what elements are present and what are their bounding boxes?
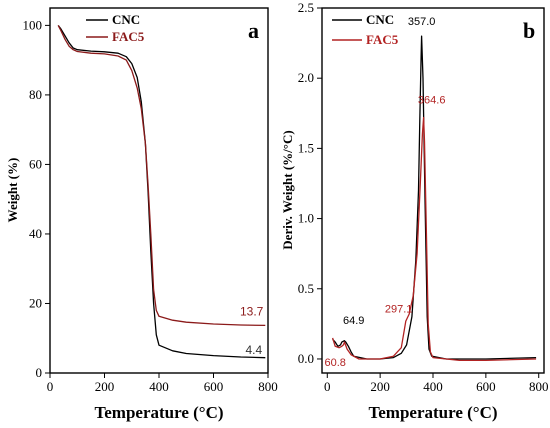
series-line-fac5 <box>57 25 266 327</box>
y-tick-label: 2.5 <box>298 0 314 15</box>
panel-a-ticks: 0 200 400 600 800 0 20 40 60 80 100 <box>23 17 278 394</box>
panel-b-ylabel: Deriv. Weight (%/°C) <box>280 130 295 249</box>
x-tick-label: 200 <box>95 379 115 394</box>
x-tick-label: 400 <box>149 379 169 394</box>
y-tick-label: 0 <box>36 365 43 380</box>
panel-label-a: a <box>248 18 259 43</box>
panel-label-b: b <box>523 18 535 43</box>
panel-b-ticks: 0 200 400 600 800 0.0 0.5 1.0 1.5 2.0 2.5 <box>298 0 549 394</box>
y-tick-label: 40 <box>29 226 42 241</box>
y-tick-label: 60 <box>29 156 42 171</box>
panel-a-weight-chart: 0 200 400 600 800 0 20 40 60 80 100 13.7 4.4 CNC FA… <box>5 7 278 422</box>
panel-b-series <box>331 35 537 362</box>
panel-a-series <box>57 25 266 359</box>
x-tick-label: 600 <box>476 379 496 394</box>
x-tick-label: 0 <box>324 379 331 394</box>
legend-label-fac5: FAC5 <box>112 29 145 44</box>
annotation-label: 13.7 <box>240 305 264 319</box>
panel-a-annotations: 13.7 4.4 <box>240 305 264 357</box>
legend-label-cnc: CNC <box>366 12 394 27</box>
panel-b-xlabel: Temperature (°C) <box>368 403 497 422</box>
panel-a-legend: CNC FAC5 <box>86 12 145 44</box>
y-tick-label: 2.0 <box>298 70 314 85</box>
panel-a-ylabel: Weight (%) <box>5 158 20 223</box>
y-tick-label: 0.5 <box>298 281 314 296</box>
series-line-fac5 <box>331 116 537 362</box>
y-tick-label: 100 <box>23 17 43 32</box>
y-tick-label: 1.0 <box>298 211 314 226</box>
panel-b-annotations: 357.0 364.6 297.1 64.9 60.8 <box>325 16 446 369</box>
annotation-label: 357.0 <box>408 16 436 28</box>
x-tick-label: 0 <box>47 379 54 394</box>
legend-label-cnc: CNC <box>112 12 140 27</box>
y-tick-label: 0.0 <box>298 351 314 366</box>
panel-b-derivative-chart: 0 200 400 600 800 0.0 0.5 1.0 1.5 2.0 2.5 357.0 364… <box>280 0 548 422</box>
y-tick-label: 20 <box>29 295 42 310</box>
annotation-label: 64.9 <box>343 315 364 327</box>
x-tick-label: 800 <box>258 379 278 394</box>
x-tick-label: 200 <box>370 379 390 394</box>
panel-b-legend: CNC FAC5 <box>332 12 399 47</box>
series-line-cnc <box>57 25 266 359</box>
x-tick-label: 400 <box>423 379 443 394</box>
annotation-label: 60.8 <box>325 357 346 369</box>
y-tick-label: 80 <box>29 87 42 102</box>
y-tick-label: 1.5 <box>298 140 314 155</box>
annotation-label: 4.4 <box>245 343 262 357</box>
panel-a-xlabel: Temperature (°C) <box>94 403 223 422</box>
annotation-label: 297.1 <box>385 304 413 316</box>
series-line-cnc <box>332 35 537 360</box>
legend-label-fac5: FAC5 <box>366 32 399 47</box>
annotation-label: 364.6 <box>418 94 446 106</box>
x-tick-label: 800 <box>529 379 549 394</box>
panel-a-frame <box>49 7 269 374</box>
x-tick-label: 600 <box>204 379 224 394</box>
